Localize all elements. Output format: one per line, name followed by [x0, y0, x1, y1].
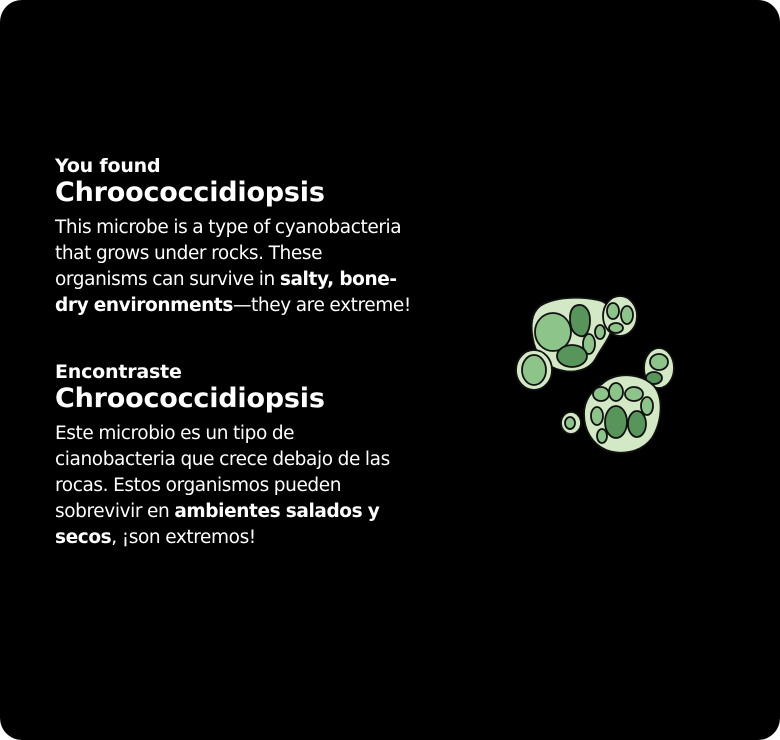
description-column: You found Chroococcidiopsis This microbe… [55, 156, 415, 551]
microbe-description: This microbe is a type of cyanobacteria … [55, 215, 415, 319]
microbe-name: Chroococcidiopsis [55, 177, 325, 208]
microbe-name-es: Chroococcidiopsis [55, 383, 325, 414]
spanish-section: Encontraste Chroococcidiopsis Este micro… [55, 362, 415, 551]
english-section: You found Chroococcidiopsis This microbe… [55, 156, 415, 319]
description-text: This microbe is a type of cyanobacteria … [55, 217, 402, 290]
description-highlight: salty, bone-dry environments [55, 269, 397, 316]
description-highlight-es: ambientes salados y secos [55, 501, 380, 548]
description-text-end-es: , ¡son extremos! [111, 527, 256, 548]
description-text-es: Este microbio es un tipo de cianobacteri… [55, 423, 390, 522]
microbe-description-es: Este microbio es un tipo de cianobacteri… [55, 421, 415, 551]
found-label: You found [55, 155, 161, 177]
found-label-es: Encontraste [55, 361, 182, 383]
description-text-end: —they are extreme! [232, 295, 411, 316]
microbe-illustration-icon [515, 295, 675, 454]
